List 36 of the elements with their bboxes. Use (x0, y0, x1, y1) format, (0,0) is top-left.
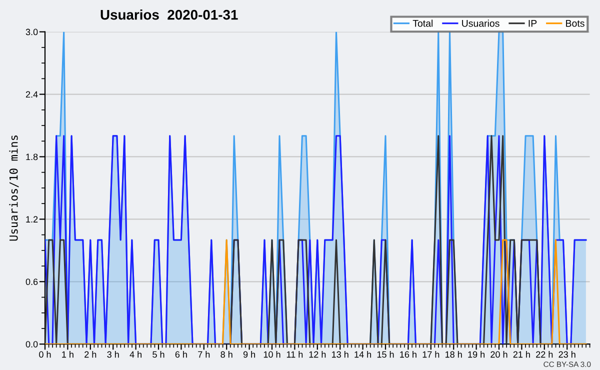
x-tick-label: 18 h (446, 351, 462, 358)
legend-label: Total (412, 20, 433, 27)
y-tick-label: 0.0 (26, 341, 38, 348)
legend-label: IP (528, 20, 537, 27)
x-tick-label: 17 h (422, 351, 440, 358)
x-tick-label: 11 h (286, 351, 303, 358)
x-tick-label: 14 h (354, 351, 371, 358)
x-tick-label: 5 h (152, 351, 164, 358)
x-tick-label: 1 h (62, 351, 74, 358)
x-tick-label: 23 h (558, 351, 576, 358)
y-tick-label: 0.6 (26, 278, 38, 286)
x-tick-label: 16 h (400, 351, 416, 358)
x-tick-label: 6 h (175, 351, 187, 358)
y-tick-label: 1.8 (26, 154, 38, 160)
legend-label: Usuarios (462, 20, 500, 27)
x-tick-label: 3 h (107, 351, 119, 358)
y-axis-title: Usuarios/10 mins (9, 136, 19, 241)
chart-title: Usuarios 2020-01-31 (100, 10, 238, 20)
x-tick-label: 9 h (243, 351, 255, 358)
y-tick-label: 1.2 (26, 216, 38, 222)
y-tick-label: 2.4 (26, 91, 38, 98)
x-tick-label: 0 h (39, 351, 51, 358)
x-tick-label: 15 h (377, 351, 394, 358)
x-tick-label: 12 h (309, 351, 326, 358)
x-tick-label: 19 h (468, 351, 484, 358)
y-tick-label: 3.0 (26, 28, 38, 36)
x-tick-label: 8 h (220, 351, 232, 358)
x-tick-label: 10 h (264, 351, 280, 358)
x-tick-label: 2 h (84, 351, 96, 358)
x-tick-label: 7 h (198, 351, 210, 358)
x-tick-label: 20 h (490, 351, 508, 358)
x-tick-label: 4 h (130, 351, 142, 358)
x-tick-label: 13 h (332, 351, 348, 358)
x-tick-label: 22 h (536, 351, 553, 358)
x-tick-label: 21 h (513, 351, 530, 358)
legend-label: Bots (566, 20, 584, 27)
